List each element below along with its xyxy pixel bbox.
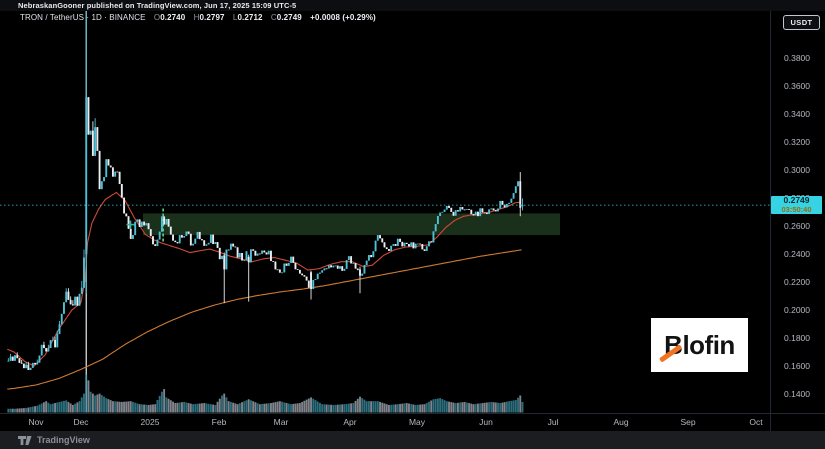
time-axis-separator (0, 413, 825, 414)
plus-marker[interactable] (126, 220, 135, 229)
price-tick-label: 0.3800 (784, 53, 810, 63)
time-tick-label: Aug (613, 417, 629, 427)
symbol-legend[interactable]: TRON / TetherUS · 1D · BINANCE O0.2740 H… (20, 13, 376, 22)
low-label: L (232, 13, 238, 22)
time-tick-label: Sep (680, 417, 696, 427)
ma-slow-line (7, 249, 522, 390)
time-tick-label: Oct (749, 417, 763, 427)
symbol-title[interactable]: TRON / TetherUS · 1D · BINANCE (20, 13, 146, 22)
change-value: +0.0008 (+0.29%) (310, 13, 376, 22)
price-tick-label: 0.2200 (784, 277, 810, 287)
candle-series (7, 11, 524, 370)
price-tick-label: 0.1800 (784, 333, 810, 343)
attribution-bar: NebraskanGooner published on TradingView… (0, 0, 825, 11)
currency-toggle-button[interactable]: USDT (783, 15, 820, 30)
tradingview-logo-icon[interactable] (18, 435, 32, 446)
price-tick-label: 0.3400 (784, 109, 810, 119)
open-value: 0.2740 (160, 13, 186, 22)
footer-bar: TradingView (0, 431, 825, 449)
price-tick-label: 0.3200 (784, 137, 810, 147)
time-tick-label: Feb (211, 417, 227, 427)
support-zone[interactable] (143, 213, 560, 236)
time-tick-label: May (408, 417, 426, 427)
blofin-wordmark: Blofin (664, 329, 735, 360)
last-price-value: 0.2749 (783, 195, 810, 206)
attribution-text: NebraskanGooner published on TradingView… (18, 1, 297, 10)
time-tick-label: Jun (479, 417, 493, 427)
tradingview-brand-text[interactable]: TradingView (37, 435, 90, 445)
close-value: 0.2749 (276, 13, 302, 22)
price-tick-label: 0.2000 (784, 305, 810, 315)
ma-fast-line (7, 191, 522, 367)
last-price-badge[interactable]: 0.2749 03:50:40 (771, 195, 822, 215)
price-tick-label: 0.2400 (784, 249, 810, 259)
time-tick-label: Dec (73, 417, 89, 427)
price-tick-label: 0.3000 (784, 165, 810, 175)
open-label: O (153, 13, 161, 22)
time-tick-label: 2025 (140, 417, 160, 427)
price-tick-label: 0.3600 (784, 81, 810, 91)
price-axis-separator (770, 11, 771, 431)
high-value: 0.2797 (199, 13, 225, 22)
time-tick-label: Mar (273, 417, 289, 427)
time-tick-label: Apr (343, 417, 357, 427)
time-tick-label: Nov (28, 417, 44, 427)
price-tick-label: 0.1600 (784, 361, 810, 371)
price-tick-label: 0.2600 (784, 221, 810, 231)
price-tick-label: 0.1400 (784, 389, 810, 399)
bar-countdown: 03:50:40 (781, 205, 812, 215)
high-label: H (193, 13, 200, 22)
close-label: C (270, 13, 277, 22)
volume-series (7, 374, 524, 413)
blofin-watermark: Blofin (651, 318, 748, 372)
time-tick-label: Jul (547, 417, 559, 427)
low-value: 0.2712 (237, 13, 263, 22)
